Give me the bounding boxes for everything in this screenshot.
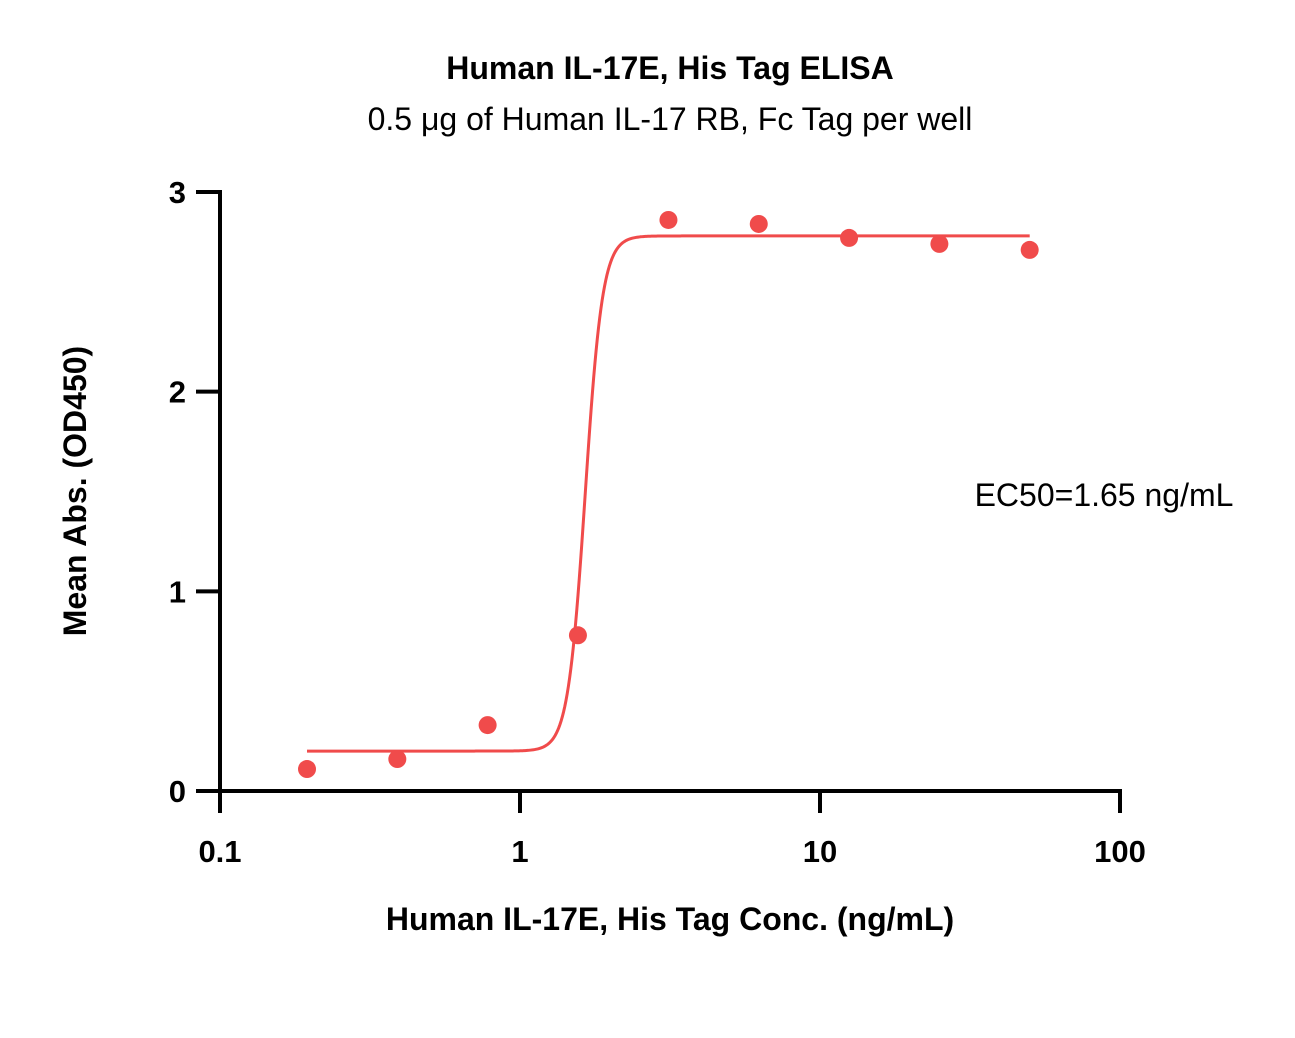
y-tick-label: 2 (169, 375, 186, 410)
y-axis-title: Mean Abs. (OD450) (57, 346, 93, 636)
data-point (749, 214, 768, 233)
x-tick-label: 10 (803, 834, 837, 869)
data-point (1020, 240, 1039, 259)
fit-curve (307, 234, 1030, 753)
x-tick-label: 0.1 (198, 834, 241, 869)
ec50-annotation: EC50=1.65 ng/mL (975, 477, 1234, 513)
tick-labels: 0.1 1 10 100 0 1 2 3 (169, 175, 1146, 869)
chart-subtitle: 0.5 μg of Human IL-17 RB, Fc Tag per wel… (368, 101, 973, 137)
y-tick-label: 3 (169, 175, 186, 210)
data-point (930, 234, 949, 253)
data-point (388, 750, 407, 769)
x-axis-title: Human IL-17E, His Tag Conc. (ng/mL) (386, 901, 954, 937)
data-point (568, 626, 587, 645)
chart-title: Human IL-17E, His Tag ELISA (446, 50, 893, 86)
axes (218, 190, 1122, 793)
y-tick-label: 0 (169, 774, 186, 809)
data-point (659, 210, 678, 229)
x-tick-label: 100 (1094, 834, 1146, 869)
data-point (840, 228, 859, 247)
ticks (196, 190, 1122, 813)
y-tick-label: 1 (169, 574, 186, 609)
data-point (478, 716, 497, 735)
data-points (298, 210, 1039, 779)
data-point (298, 760, 317, 779)
x-tick-label: 1 (511, 834, 528, 869)
